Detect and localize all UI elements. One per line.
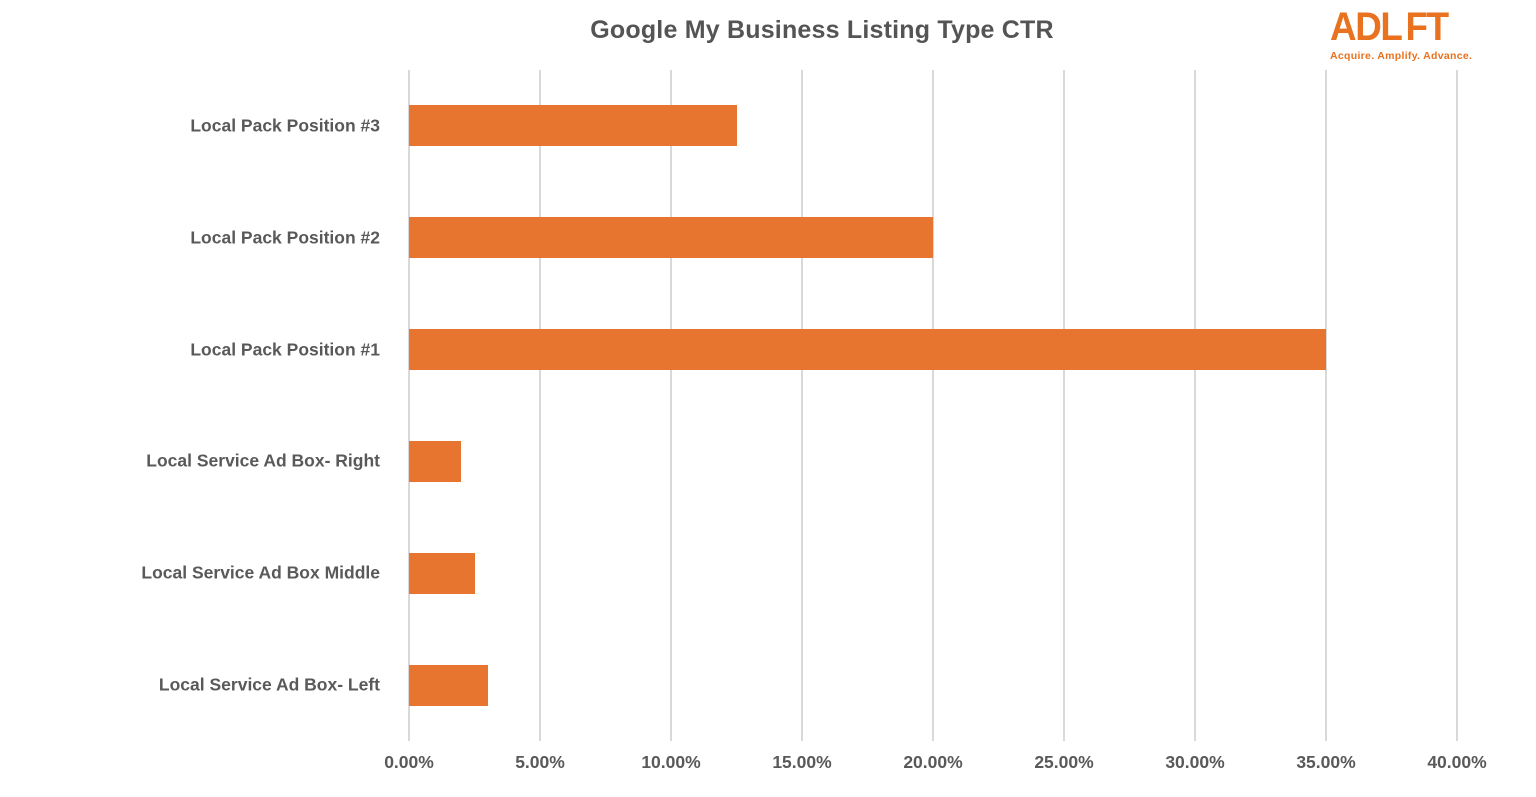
bar-local-pack-position-2 — [409, 217, 933, 259]
gridline — [1063, 70, 1065, 741]
bar-local-pack-position-1 — [409, 329, 1326, 371]
adlift-logo: ADL FT Acquire. Amplify. Advance. — [1330, 5, 1473, 62]
gridline — [670, 70, 672, 741]
x-tick-label: 15.00% — [772, 752, 832, 772]
chart-title: Google My Business Listing Type CTR — [590, 16, 1054, 44]
gridline — [1194, 70, 1196, 741]
x-tick-label: 5.00% — [515, 752, 565, 772]
bar-local-service-ad-box-left — [409, 664, 488, 706]
category-label: Local Pack Position #3 — [190, 115, 380, 136]
bar-local-service-ad-box-right — [409, 440, 462, 482]
category-label: Local Service Ad Box- Right — [146, 450, 380, 471]
gridline — [539, 70, 541, 741]
x-tick-label: 30.00% — [1165, 752, 1225, 772]
x-tick-label: 35.00% — [1296, 752, 1356, 772]
category-label: Local Pack Position #2 — [190, 227, 380, 248]
gridline — [1456, 70, 1458, 741]
category-axis: Local Pack Position #3 Local Pack Positio… — [0, 70, 394, 741]
adlift-wordmark: ADL FT — [1330, 5, 1450, 49]
gridline — [408, 70, 410, 741]
gridline — [1325, 70, 1327, 741]
plot-area — [408, 70, 1458, 741]
x-tick-label: 0.00% — [384, 752, 434, 772]
gridline — [801, 70, 803, 741]
category-label: Local Service Ad Box- Left — [158, 674, 380, 695]
adlift-wordmark-right: FT — [1405, 5, 1450, 49]
gridline — [932, 70, 934, 741]
value-axis: 0.00% 5.00% 10.00% 15.00% 20.00% 25.00% 30.00%… — [384, 752, 1486, 776]
bar-local-service-ad-box-middle — [409, 552, 475, 594]
adlift-wordmark-left: ADL — [1330, 5, 1403, 49]
x-tick-label: 25.00% — [1034, 752, 1094, 772]
x-tick-label: 40.00% — [1427, 752, 1487, 772]
adlift-tagline: Acquire. Amplify. Advance. — [1330, 50, 1473, 62]
x-tick-label: 20.00% — [903, 752, 963, 772]
category-label: Local Pack Position #1 — [190, 339, 380, 360]
x-tick-label: 10.00% — [641, 752, 701, 772]
bar-local-pack-position-3 — [409, 105, 737, 147]
category-label: Local Service Ad Box Middle — [141, 562, 380, 583]
